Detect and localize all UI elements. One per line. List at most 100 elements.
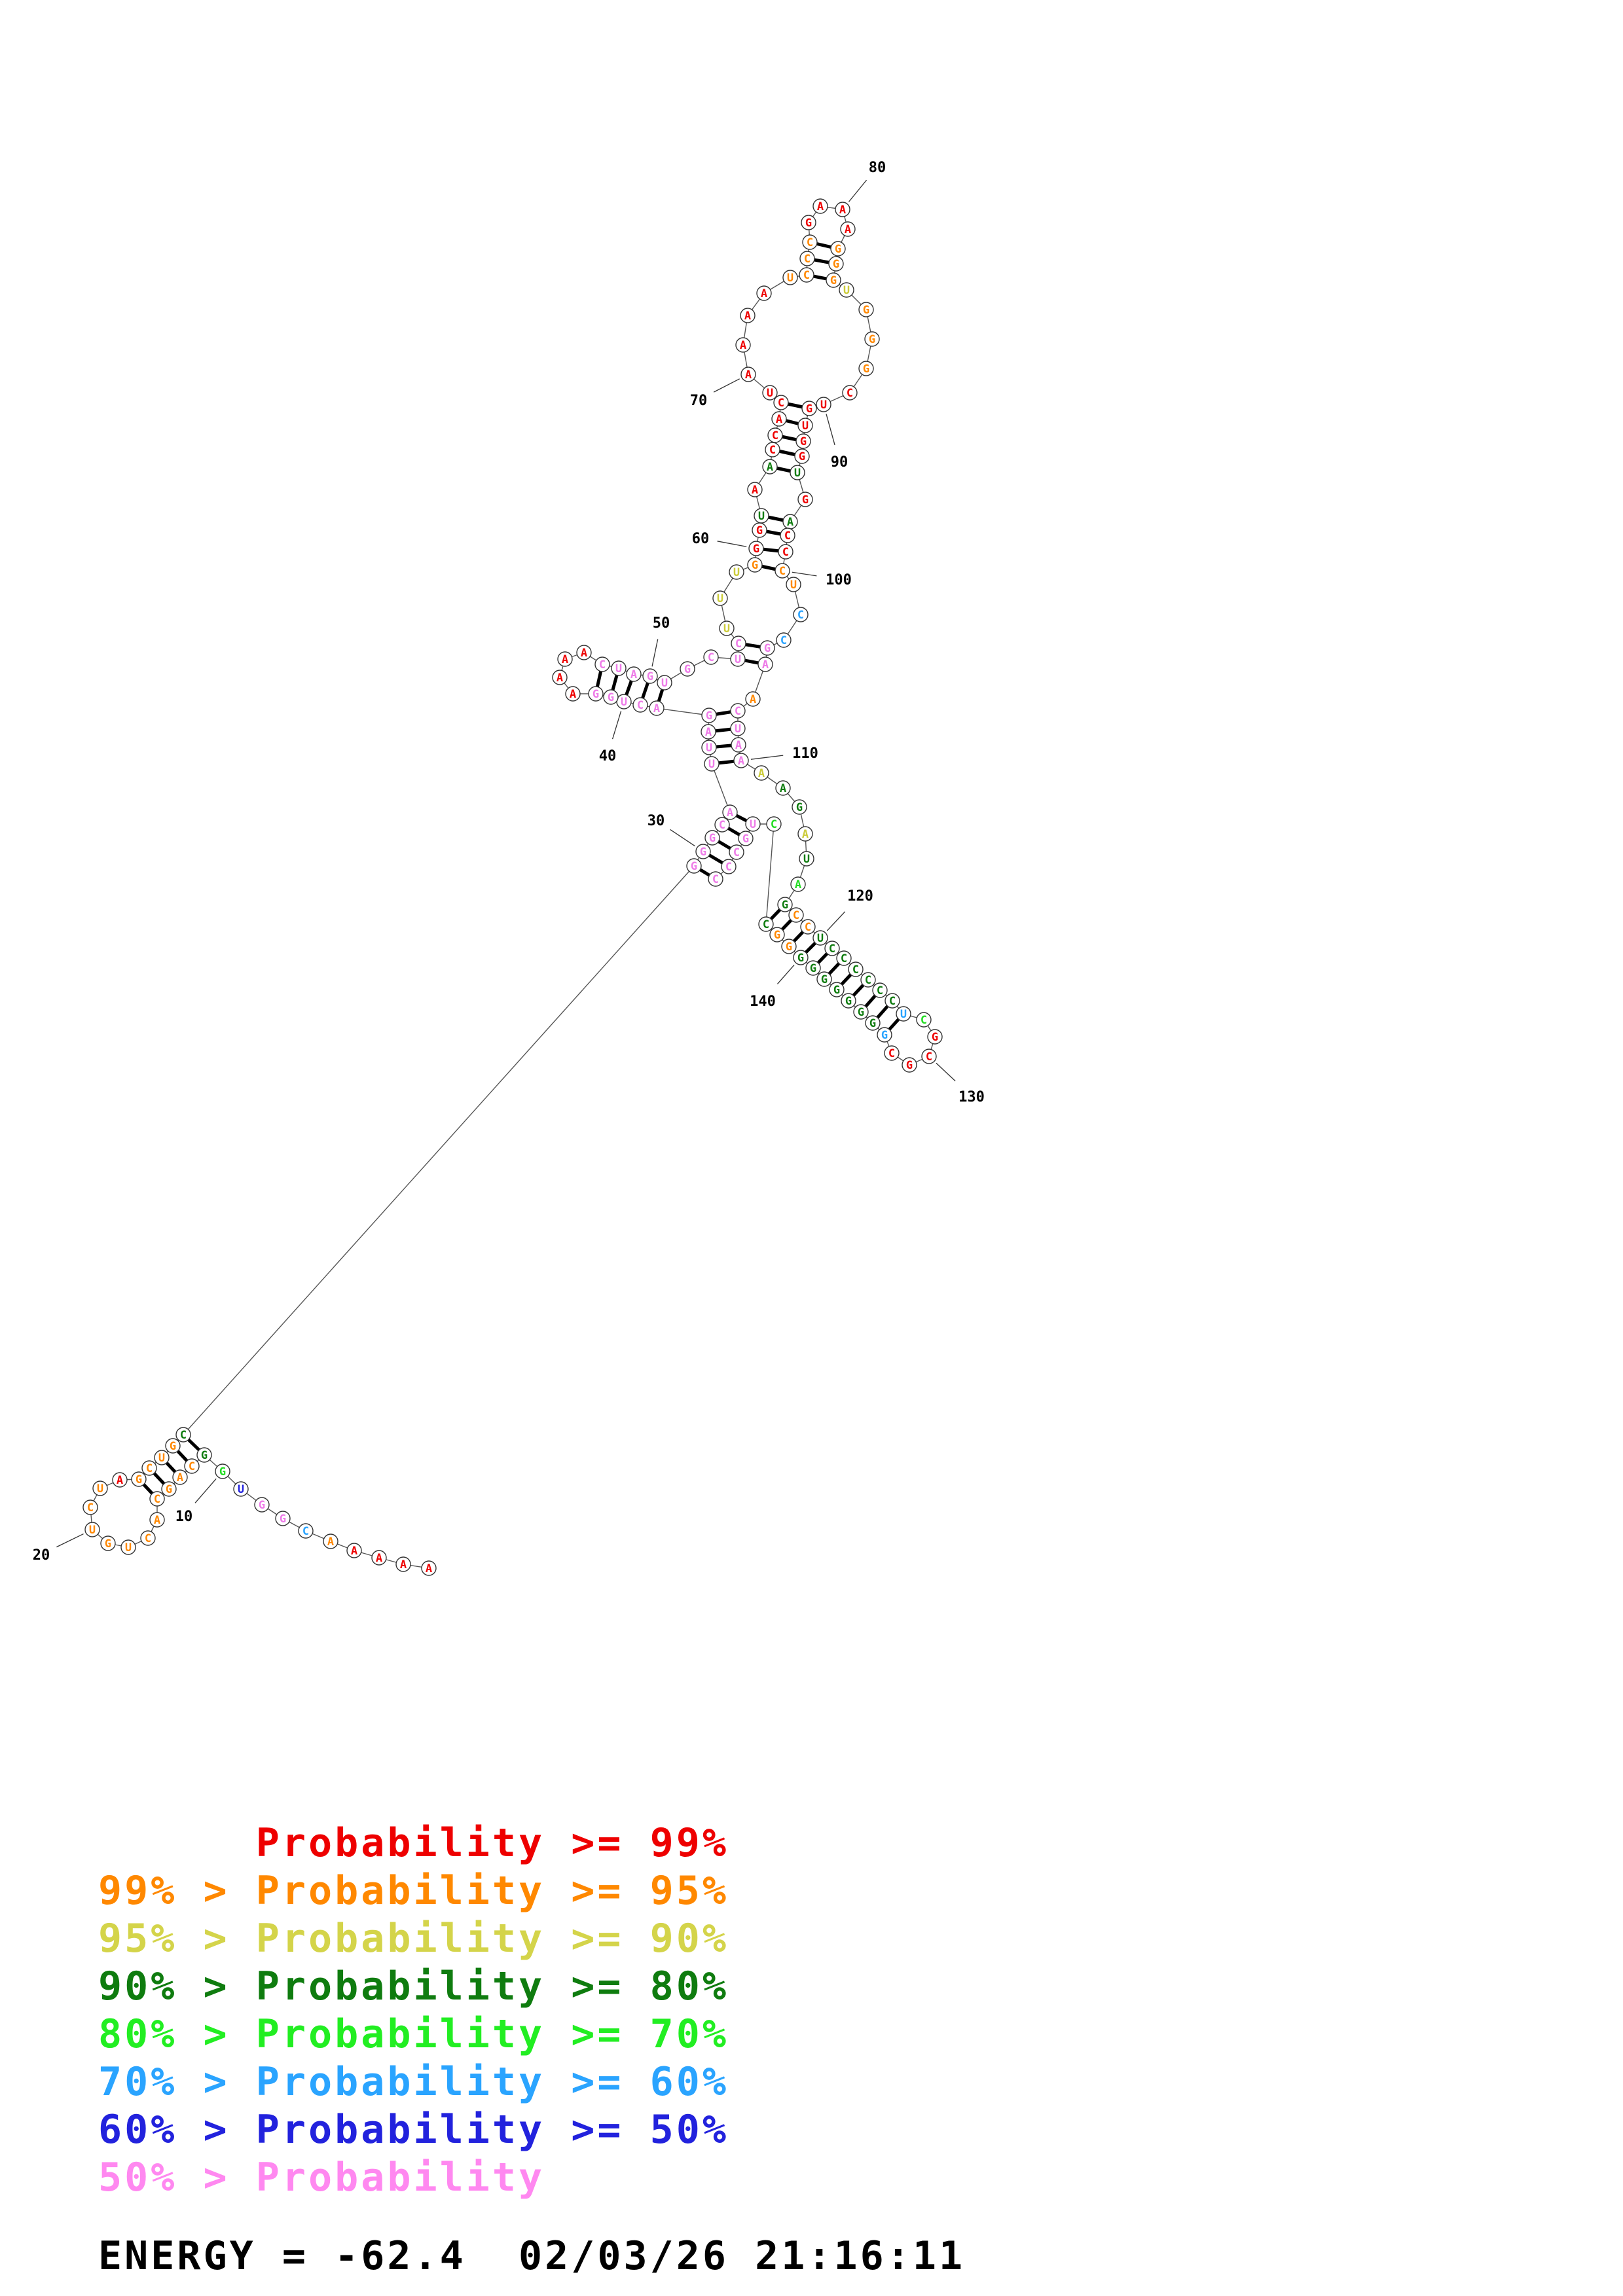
nucleotide-base-letter: A [780, 782, 786, 795]
nucleotide-109-A: A [731, 737, 746, 753]
nucleotide-circle [747, 557, 763, 573]
nucleotide-circle [165, 1438, 181, 1454]
nucleotide-circle [740, 367, 756, 382]
nucleotide-circle [824, 941, 840, 956]
nucleotide-base-letter: C [852, 963, 859, 977]
nucleotide-base-letter: A [351, 1545, 357, 1558]
nucleotide-base-letter: C [877, 984, 883, 997]
label-leader-20 [56, 1533, 84, 1548]
nucleotide-circle [865, 1015, 881, 1031]
nucleotide-120-U: U [812, 930, 828, 946]
nucleotide-base-letter: U [97, 1482, 103, 1496]
nucleotide-base-letter: G [830, 274, 837, 287]
nucleotide-circle [799, 267, 814, 283]
nucleotide-circle [769, 927, 785, 942]
nucleotide-71-A: A [735, 337, 751, 353]
nucleotide-base-letter: G [797, 952, 804, 965]
nucleotide-118-C: C [788, 907, 804, 923]
nucleotide-140-G: G [793, 950, 809, 965]
nucleotide-106-A: A [745, 691, 761, 707]
nucleotide-base-letter: G [845, 995, 852, 1008]
nucleotide-circle [792, 799, 807, 815]
nucleotide-base-letter: G [805, 217, 812, 230]
nucleotide-base-letter: C [807, 236, 813, 249]
nucleotide-51-U: U [657, 675, 672, 691]
nucleotide-121-C: C [824, 941, 840, 956]
nucleotide-circle [149, 1491, 165, 1507]
nucleotide-base-letter: U [708, 758, 715, 771]
nucleotide-84-G: G [826, 272, 841, 288]
nucleotide-base-letter: A [327, 1535, 334, 1549]
nucleotide-base-letter: C [803, 269, 810, 282]
position-label-40: 40 [599, 748, 617, 764]
nucleotide-circle [778, 544, 793, 560]
nucleotide-circle [175, 1427, 191, 1443]
nucleotide-41-G: G [603, 689, 619, 705]
nucleotide-126-C: C [884, 993, 900, 1009]
label-leader-130 [936, 1062, 956, 1082]
nucleotide-circle [576, 645, 592, 660]
nucleotide-circle [594, 656, 610, 672]
nucleotide-12-C: C [184, 1458, 200, 1474]
nucleotide-base-letter: G [752, 559, 758, 572]
nucleotide-base-letter: G [835, 243, 841, 256]
nucleotide-94-G: G [794, 448, 810, 464]
position-label-140: 140 [750, 994, 776, 1010]
nucleotide-circle [733, 753, 749, 768]
nucleotide-circle [884, 1045, 900, 1061]
nucleotide-base-letter: A [740, 339, 746, 352]
nucleotide-circle [800, 919, 816, 935]
nucleotide-circle [371, 1550, 387, 1566]
nucleotide-base-letter: C [847, 387, 853, 400]
nucleotide-25-C: C [141, 1460, 157, 1476]
nucleotide-base-letter: C [841, 952, 847, 965]
label-leader-70 [713, 378, 740, 393]
nucleotide-base-letter: A [761, 287, 767, 300]
nucleotide-113-G: G [792, 799, 807, 815]
nucleotide-base-letter: C [784, 529, 791, 543]
nucleotide-base-letter: C [889, 995, 896, 1008]
nucleotide-circle [704, 830, 720, 846]
nucleotide-70-A: A [740, 367, 756, 382]
nucleotide-base-letter: A [802, 828, 809, 841]
energy-status-line: ENERGY = -62.4 02/03/26 21:16:11 [98, 2233, 966, 2279]
nucleotide-base-letter: G [201, 1449, 208, 1462]
nucleotide-108-U: U [730, 721, 746, 736]
nucleotide-58-U: U [729, 564, 744, 580]
nucleotide-base-letter: C [888, 1047, 895, 1060]
nucleotide-base-letter: G [684, 663, 691, 676]
nucleotide-circle [793, 950, 809, 965]
nucleotide-base-letter: A [376, 1552, 382, 1565]
nucleotide-circle [421, 1560, 437, 1576]
nucleotide-circle [801, 215, 816, 230]
nucleotide-base-letter: C [805, 921, 811, 934]
nucleotide-base-letter: A [817, 200, 824, 213]
nucleotide-circle [790, 876, 806, 892]
nucleotide-133-G: G [877, 1027, 892, 1043]
nucleotide-base-letter: U [238, 1483, 244, 1496]
nucleotide-circle [826, 272, 841, 288]
nucleotide-103-C: C [776, 632, 792, 648]
nucleotide-base-letter: A [154, 1514, 160, 1527]
nucleotide-17-C: C [140, 1530, 156, 1546]
nucleotide-circle [790, 465, 805, 480]
nucleotide-circle [829, 982, 845, 997]
nucleotide-98-C: C [780, 528, 795, 543]
nucleotide-circle [112, 1472, 128, 1488]
nucleotide-circle [812, 930, 828, 946]
nucleotide-circle [842, 385, 858, 401]
nucleotide-base-letter: A [562, 653, 568, 666]
nucleotide-circle [686, 858, 702, 874]
position-label-110: 110 [792, 745, 818, 762]
backbone-link [765, 823, 775, 925]
nucleotide-102-C: C [793, 607, 809, 622]
nucleotide-circle [781, 939, 797, 954]
nucleotide-base-letter: G [691, 860, 697, 873]
nucleotide-10-G: G [215, 1463, 230, 1479]
nucleotide-circle [767, 427, 783, 443]
nucleotide-base-letter: C [778, 397, 784, 410]
nucleotide-circle [701, 724, 716, 740]
nucleotide-base-letter: A [117, 1474, 123, 1487]
nucleotide-149-C: C [708, 871, 723, 887]
